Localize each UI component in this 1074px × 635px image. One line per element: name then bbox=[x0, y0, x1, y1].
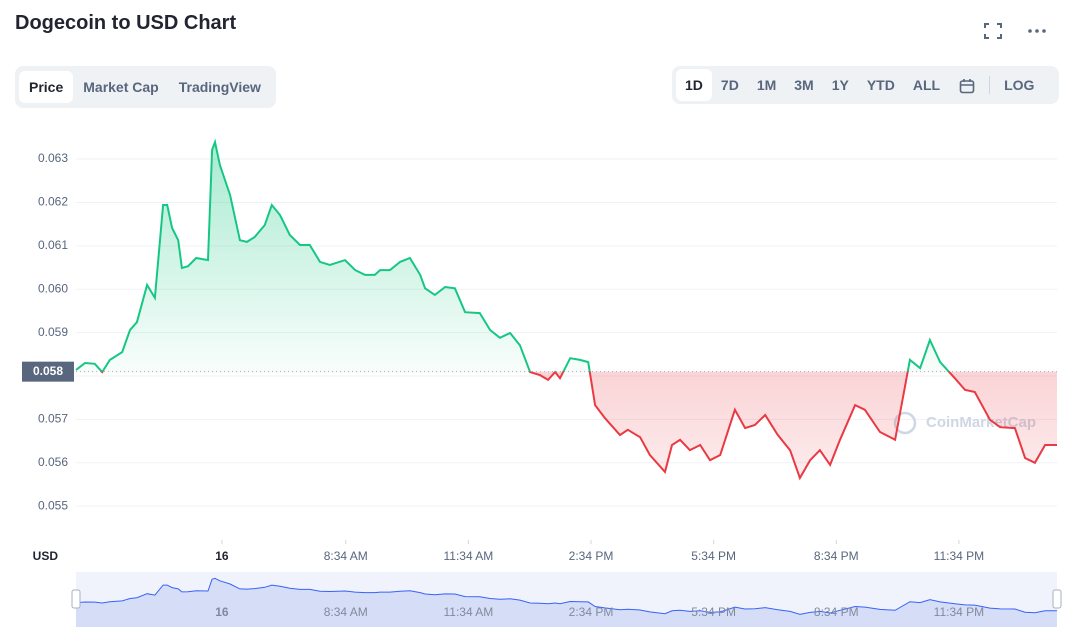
y-tick-label: 0.063 bbox=[38, 151, 68, 165]
range-group: 1D 7D 1M 3M 1Y YTD ALL LOG bbox=[672, 66, 1059, 104]
navigator-label: 8:34 AM bbox=[324, 605, 368, 619]
baseline-label: 0.058 bbox=[33, 364, 63, 378]
navigator-handle[interactable] bbox=[1052, 589, 1062, 609]
tab[interactable]: Market Cap bbox=[83, 79, 159, 95]
range-button[interactable]: ALL bbox=[912, 77, 941, 93]
tab-group: Price Market Cap TradingView bbox=[15, 66, 276, 108]
navigator-label: 11:34 PM bbox=[934, 605, 984, 619]
y-tick-label: 0.059 bbox=[38, 325, 68, 339]
calendar-button[interactable] bbox=[949, 69, 985, 101]
y-tick-label: 0.056 bbox=[38, 455, 68, 469]
y-tick-label: 0.061 bbox=[38, 238, 68, 252]
range-button[interactable]: 3M bbox=[794, 77, 814, 93]
range-button[interactable]: 1M bbox=[756, 77, 777, 93]
baseline-badge bbox=[22, 361, 74, 382]
x-tick-label: 5:34 PM bbox=[691, 549, 736, 563]
range-button[interactable]: 7D bbox=[720, 77, 739, 93]
navigator-handle[interactable] bbox=[71, 589, 81, 609]
fullscreen-icon[interactable] bbox=[983, 22, 1003, 40]
y-axis-label: USD bbox=[33, 549, 59, 563]
y-tick-label: 0.055 bbox=[38, 498, 68, 512]
price-area bbox=[76, 142, 1057, 478]
navigator-line bbox=[75, 577, 1057, 615]
x-tick-label: 16 bbox=[215, 549, 229, 563]
navigator-label: 5:34 PM bbox=[691, 605, 736, 619]
x-tick-label: 8:34 AM bbox=[324, 549, 368, 563]
page-title: Dogecoin to USD Chart bbox=[15, 12, 237, 34]
price-line bbox=[75, 138, 1057, 481]
more-icon[interactable] bbox=[1027, 26, 1047, 36]
log-button[interactable]: LOG bbox=[1004, 77, 1035, 93]
navigator-label: 16 bbox=[215, 605, 229, 619]
x-tick-label: 11:34 PM bbox=[934, 549, 984, 563]
separator bbox=[989, 76, 991, 94]
range-button[interactable]: 1D bbox=[676, 69, 712, 101]
navigator-label: 8:34 PM bbox=[814, 605, 859, 619]
y-tick-label: 0.057 bbox=[38, 412, 68, 426]
x-tick-label: 11:34 AM bbox=[443, 549, 493, 563]
navigator-label: 2:34 PM bbox=[569, 605, 614, 619]
y-tick-label: 0.062 bbox=[38, 195, 68, 209]
x-tick-label: 8:34 PM bbox=[814, 549, 859, 563]
range-button[interactable]: 1Y bbox=[831, 77, 849, 93]
x-tick-label: 2:34 PM bbox=[569, 549, 614, 563]
tab[interactable]: TradingView bbox=[178, 79, 261, 95]
y-tick-label: 0.060 bbox=[38, 281, 68, 295]
navigator-label: 11:34 AM bbox=[443, 605, 493, 619]
range-button[interactable]: YTD bbox=[866, 77, 895, 93]
tab[interactable]: Price bbox=[19, 71, 74, 103]
